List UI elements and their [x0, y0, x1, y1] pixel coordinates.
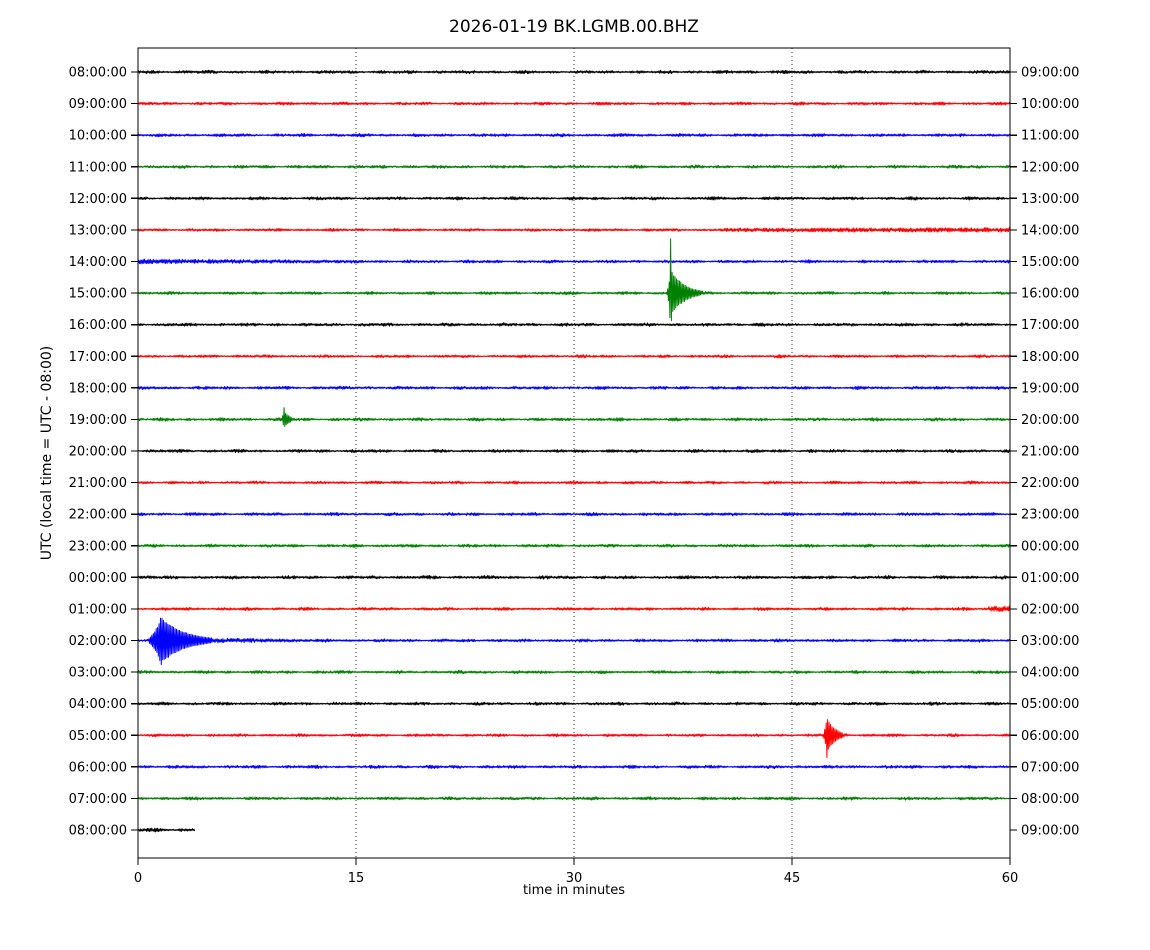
trace-row-210000 [137, 480, 1011, 485]
trace-row-110000 [137, 164, 1011, 169]
y-tick-label-left: 08:00:00 [69, 824, 127, 839]
y-tick-label-right: 21:00:00 [1021, 445, 1079, 460]
y-tick-label-left: 09:00:00 [69, 97, 127, 112]
y-tick-label-right: 08:00:00 [1021, 792, 1079, 807]
y-tick-label-left: 22:00:00 [69, 508, 127, 523]
y-tick-label-right: 12:00:00 [1021, 160, 1079, 175]
y-tick-label-right: 10:00:00 [1021, 97, 1079, 112]
y-tick-label-left: 02:00:00 [69, 634, 127, 649]
y-tick-label-right: 04:00:00 [1021, 666, 1079, 681]
y-tick-label-left: 03:00:00 [69, 666, 127, 681]
y-tick-label-left: 14:00:00 [69, 255, 127, 270]
y-tick-label-left: 08:00:00 [69, 66, 127, 81]
trace-row-030000 [137, 669, 1011, 675]
y-tick-label-left: 06:00:00 [69, 760, 127, 775]
trace-row-170000 [137, 354, 1011, 359]
trace-row-120000 [137, 196, 1011, 201]
y-tick-label-right: 15:00:00 [1021, 255, 1079, 270]
trace-row-140000 [137, 258, 1011, 265]
trace-row-100000 [137, 132, 1011, 138]
x-tick-label: 15 [348, 871, 365, 886]
trace-row-040000 [137, 701, 1011, 706]
trace-row-010000 [137, 605, 1011, 613]
x-tick-label: 45 [784, 871, 801, 886]
trace-row-220000 [137, 511, 1011, 517]
chart-title: 2026-01-19 BK.LGMB.00.BHZ [449, 17, 699, 37]
trace-row-080000 [137, 827, 196, 833]
y-tick-label-right: 17:00:00 [1021, 318, 1079, 333]
trace-row-150000 [137, 238, 1011, 322]
axis-ticks [131, 71, 1017, 865]
trace-row-080000 [137, 69, 1011, 75]
x-tick-label: 60 [1002, 871, 1019, 886]
y-tick-label-left: 16:00:00 [69, 318, 127, 333]
y-tick-label-left: 21:00:00 [69, 476, 127, 491]
trace-row-090000 [137, 101, 1011, 106]
trace-row-190000 [137, 407, 1011, 428]
y-tick-label-left: 10:00:00 [69, 129, 127, 144]
y-tick-label-right: 00:00:00 [1021, 539, 1079, 554]
y-tick-label-left: 17:00:00 [69, 350, 127, 365]
y-tick-label-right: 11:00:00 [1021, 129, 1079, 144]
trace-row-020000 [137, 617, 1011, 666]
trace-row-180000 [137, 385, 1011, 391]
y-tick-label-left: 05:00:00 [69, 729, 127, 744]
trace-row-160000 [137, 322, 1011, 327]
y-tick-label-right: 22:00:00 [1021, 476, 1079, 491]
x-tick-label: 0 [134, 871, 142, 886]
trace-row-060000 [137, 764, 1011, 770]
y-tick-label-left: 07:00:00 [69, 792, 127, 807]
y-tick-label-right: 23:00:00 [1021, 508, 1079, 523]
y-tick-label-right: 09:00:00 [1021, 66, 1079, 81]
y-tick-label-right: 09:00:00 [1021, 824, 1079, 839]
y-tick-label-right: 13:00:00 [1021, 192, 1079, 207]
y-tick-label-right: 18:00:00 [1021, 350, 1079, 365]
y-tick-label-left: 04:00:00 [69, 697, 127, 712]
y-tick-label-left: 01:00:00 [69, 602, 127, 617]
y-tick-label-right: 07:00:00 [1021, 760, 1079, 775]
y-tick-label-right: 14:00:00 [1021, 223, 1079, 238]
y-tick-label-right: 19:00:00 [1021, 381, 1079, 396]
trace-row-070000 [137, 796, 1011, 801]
axis-tick-labels: 08:00:00 09:00:00 09:00:00 10:00:00 10:00:00… [69, 66, 1080, 887]
y-tick-label-left: 12:00:00 [69, 192, 127, 207]
trace-row-200000 [137, 448, 1011, 454]
traces [137, 69, 1011, 833]
trace-row-050000 [137, 719, 1011, 759]
y-tick-label-left: 11:00:00 [69, 160, 127, 175]
y-tick-label-left: 18:00:00 [69, 381, 127, 396]
y-tick-label-left: 20:00:00 [69, 445, 127, 460]
y-tick-label-right: 03:00:00 [1021, 634, 1079, 649]
y-tick-label-right: 16:00:00 [1021, 287, 1079, 302]
y-tick-label-right: 05:00:00 [1021, 697, 1079, 712]
trace-row-130000 [137, 227, 1011, 233]
y-tick-label-left: 23:00:00 [69, 539, 127, 554]
y-tick-label-right: 06:00:00 [1021, 729, 1079, 744]
y-tick-label-right: 01:00:00 [1021, 571, 1079, 586]
trace-row-230000 [137, 543, 1011, 548]
y-tick-label-left: 00:00:00 [69, 571, 127, 586]
y-tick-label-left: 19:00:00 [69, 413, 127, 428]
x-axis-label: time in minutes [522, 883, 626, 898]
y-tick-label-right: 02:00:00 [1021, 602, 1079, 617]
y-tick-label-left: 15:00:00 [69, 287, 127, 302]
y-tick-label-right: 20:00:00 [1021, 413, 1079, 428]
trace-row-000000 [137, 574, 1011, 580]
x-tick-label: 30 [566, 871, 583, 886]
y-tick-label-left: 13:00:00 [69, 223, 127, 238]
